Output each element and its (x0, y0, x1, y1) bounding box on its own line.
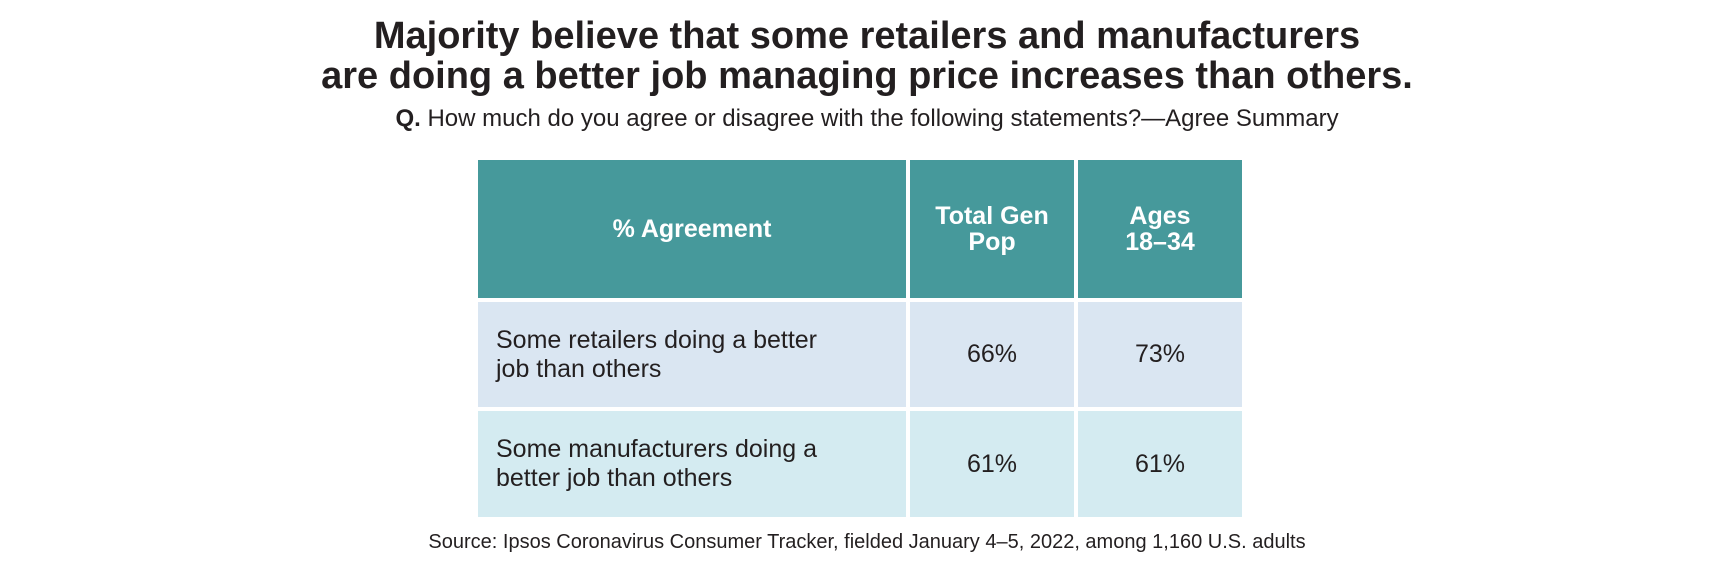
header-agreement-line-1: % Agreement (612, 215, 772, 243)
table-row: Some manufacturers doing a better job th… (478, 411, 1242, 517)
header-ages-line-1: Ages (1129, 202, 1191, 230)
row-label: Some retailers doing a better job than o… (478, 302, 906, 407)
row-label-line-2: job than others (496, 354, 662, 383)
source-note: Source: Ipsos Coronavirus Consumer Track… (428, 531, 1306, 553)
row-label-line-1: Some retailers doing a better (496, 325, 818, 354)
header-ages-18-34: Ages 18–34 (1078, 160, 1242, 298)
row-label-line-1: Some manufacturers doing a (496, 435, 818, 463)
header-ages-line-2: 18–34 (1125, 228, 1195, 256)
table-header-row: % Agreement Total Gen Pop Ages 18–34 (478, 160, 1242, 298)
row-label-line-2: better job than others (496, 464, 733, 492)
title-line-1: Majority believe that some retailers and… (373, 15, 1361, 57)
header-agreement: % Agreement (478, 160, 906, 298)
chart-title: Majority believe that some retailers and… (0, 16, 1734, 96)
value-ages-18-34: 61% (1078, 411, 1242, 517)
title-line-2: are doing a better job managing price in… (321, 55, 1413, 97)
question-prefix: Q. (395, 105, 421, 132)
value-total-gen-pop: 66% (910, 302, 1074, 407)
value-total-gen-pop: 61% (910, 411, 1074, 517)
header-total-gen-pop: Total Gen Pop (910, 160, 1074, 298)
question-text: How much do you agree or disagree with t… (427, 105, 1339, 132)
header-total-gen-pop-line-1: Total Gen (935, 202, 1049, 230)
header-total-gen-pop-line-2: Pop (968, 228, 1016, 256)
row-label: Some manufacturers doing a better job th… (478, 411, 906, 517)
table-row: Some retailers doing a better job than o… (478, 302, 1242, 407)
question-subtitle: Q. How much do you agree or disagree wit… (0, 104, 1734, 134)
agreement-table: % Agreement Total Gen Pop Ages 18–34 Som… (474, 156, 1246, 521)
value-ages-18-34: 73% (1078, 302, 1242, 407)
